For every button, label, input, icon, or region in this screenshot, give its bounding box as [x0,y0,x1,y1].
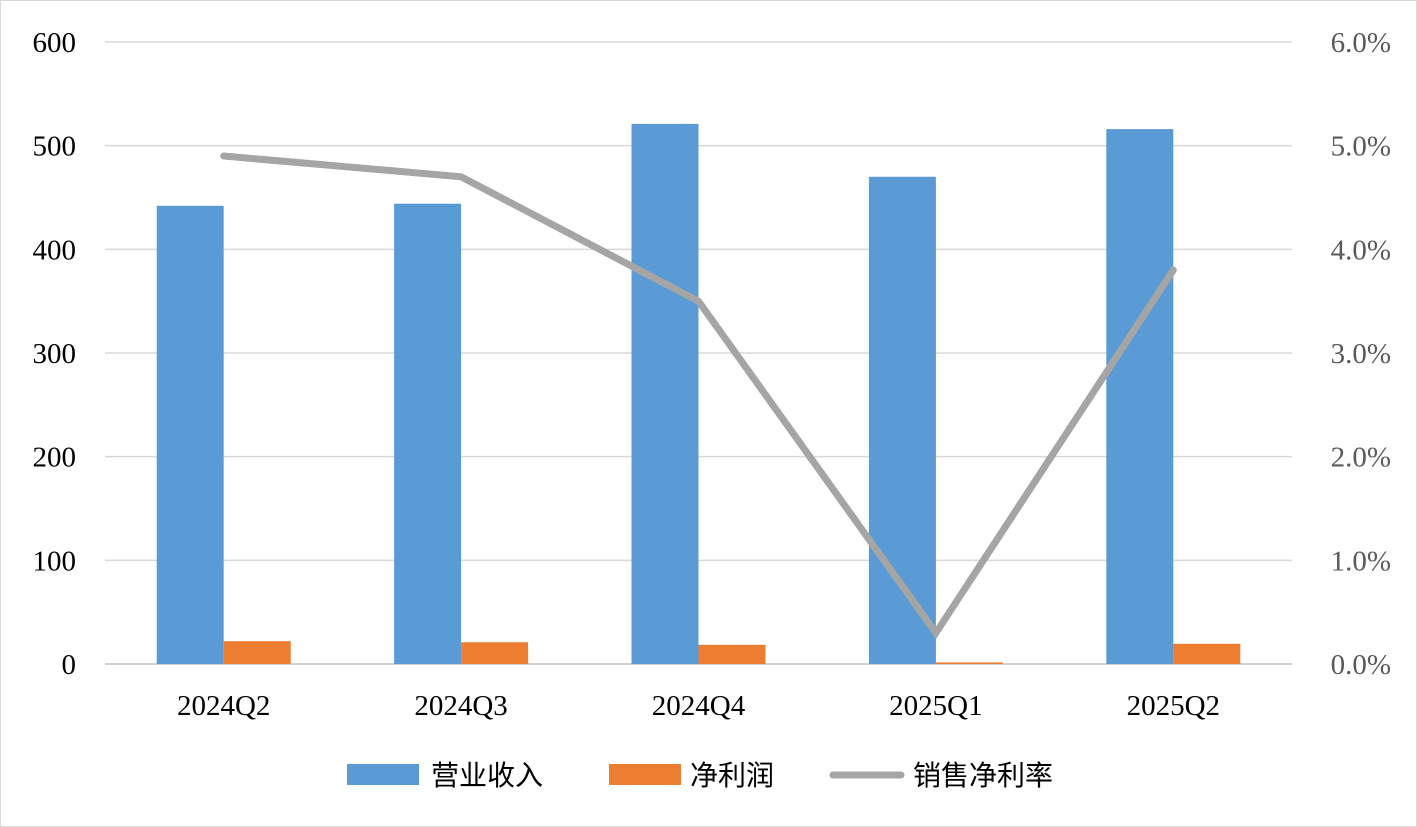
y-right-tick-label: 4.0% [1331,234,1391,266]
y-left-tick-label: 300 [33,338,77,370]
bar-net-profit [935,662,1003,664]
y-left-tick-label: 0 [62,649,77,681]
bar-net-profit [698,644,766,664]
legend-net-margin: 销售净利率 [829,759,1053,792]
y-left-tick-label: 400 [33,234,77,266]
legend: 营业收入 净利润 销售净利率 [347,759,1053,792]
x-tick-label: 2025Q1 [889,690,982,722]
legend-label: 销售净利率 [913,759,1053,792]
right-axis-ticks: 0.0% 1.0% 2.0% 3.0% 4.0% 5.0% 6.0% [1331,27,1391,681]
x-tick-label: 2024Q3 [414,690,507,722]
bar-revenue [156,205,224,664]
bar-revenue [1106,129,1174,664]
legend-revenue: 营业收入 [347,759,543,792]
y-right-tick-label: 5.0% [1331,131,1391,163]
bar-net-profit [1173,643,1241,664]
left-axis-ticks: 0 100 200 300 400 500 600 [33,27,77,681]
legend-label: 净利润 [690,759,774,792]
x-tick-label: 2024Q2 [177,690,270,722]
legend-net-profit: 净利润 [609,759,774,792]
bar-net-profit [223,641,291,664]
x-tick-label: 2025Q2 [1127,690,1220,722]
bar-revenue [394,203,462,664]
y-right-tick-label: 3.0% [1331,338,1391,370]
legend-swatch [347,764,419,785]
x-axis-ticks: 2024Q2 2024Q3 2024Q4 2025Q1 2025Q2 [177,690,1220,722]
legend-label: 营业收入 [431,759,543,792]
line-series [220,152,1177,640]
bars [156,123,1241,664]
y-right-tick-label: 0.0% [1331,649,1391,681]
y-left-tick-label: 500 [33,131,77,163]
legend-swatch [609,764,681,785]
x-tick-label: 2024Q4 [652,690,746,722]
y-left-tick-label: 600 [33,27,77,59]
y-right-tick-label: 6.0% [1331,27,1391,59]
y-left-tick-label: 100 [33,545,77,577]
y-left-tick-label: 200 [33,442,77,474]
y-right-tick-label: 1.0% [1331,545,1391,577]
y-right-tick-label: 2.0% [1331,442,1391,474]
bar-revenue [631,123,699,664]
bar-net-profit [461,642,529,664]
